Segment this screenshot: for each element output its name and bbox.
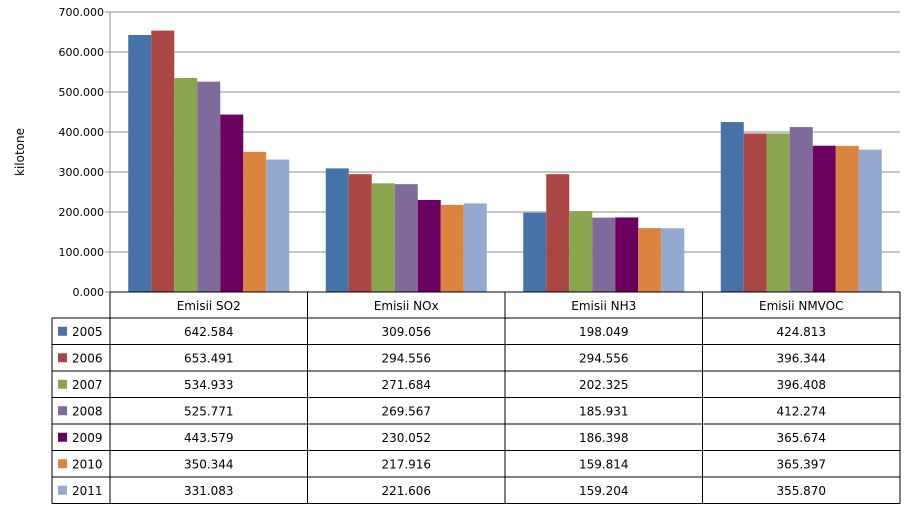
category-label: Emisii NMVOC [759, 299, 844, 313]
bar-2007-2 [569, 211, 593, 292]
bar-2011-3 [858, 149, 882, 292]
bar-2008-2 [592, 217, 616, 292]
bar-2007-3 [766, 133, 790, 292]
data-label: 269.567 [381, 404, 431, 418]
y-tick-label: 300.000 [59, 166, 105, 179]
bar-2008-0 [197, 81, 221, 293]
legend-swatch-2005 [58, 326, 67, 336]
data-label: 185.931 [579, 404, 629, 418]
bar-2009-3 [812, 145, 836, 292]
y-tick-label: 0.000 [73, 286, 105, 299]
data-label: 294.556 [381, 351, 431, 365]
bar-2005-3 [720, 122, 744, 292]
data-label: 396.408 [776, 378, 826, 392]
data-label: 525.771 [184, 404, 234, 418]
legend-label: 2006 [72, 351, 103, 365]
category-label: Emisii SO2 [177, 299, 241, 313]
data-label: 642.584 [184, 325, 234, 339]
y-tick-label: 600.000 [59, 46, 105, 59]
data-label: 424.813 [776, 325, 826, 339]
legend-label: 2011 [72, 484, 103, 498]
data-label: 396.344 [776, 351, 826, 365]
legend-swatch-2007 [58, 379, 67, 389]
bar-2006-1 [348, 174, 372, 292]
bar-2010-3 [835, 145, 859, 292]
bar-2006-3 [743, 133, 767, 292]
data-label: 202.325 [579, 378, 629, 392]
bar-2006-2 [546, 174, 570, 292]
data-label: 294.556 [579, 351, 629, 365]
data-label: 350.344 [184, 457, 234, 471]
category-label: Emisii NH3 [571, 299, 636, 313]
bar-2008-1 [394, 184, 418, 292]
data-label: 309.056 [381, 325, 431, 339]
data-label: 186.398 [579, 431, 629, 445]
legend-swatch-2010 [58, 459, 67, 469]
bar-2011-2 [661, 228, 685, 292]
data-label: 355.870 [776, 484, 826, 498]
data-label: 365.397 [776, 457, 826, 471]
data-label: 271.684 [381, 378, 431, 392]
data-label: 653.491 [184, 351, 234, 365]
bar-2009-2 [615, 217, 639, 292]
bar-2006-0 [151, 30, 175, 292]
category-label: Emisii NOx [374, 299, 439, 313]
data-label: 217.916 [381, 457, 431, 471]
bar-2008-3 [789, 127, 813, 293]
legend-swatch-2006 [58, 353, 67, 363]
data-label: 230.052 [381, 431, 431, 445]
legend-label: 2008 [72, 404, 103, 418]
y-tick-label: 200.000 [59, 206, 105, 219]
bar-2005-1 [325, 168, 349, 292]
y-tick-label: 700.000 [59, 6, 105, 19]
y-tick-label: 100.000 [59, 246, 105, 259]
bar-2011-0 [266, 159, 290, 292]
bar-2005-0 [128, 34, 152, 292]
bar-2010-0 [243, 151, 267, 292]
bar-2009-1 [417, 199, 441, 292]
y-tick-label: 400.000 [59, 126, 105, 139]
data-label: 159.204 [579, 484, 629, 498]
data-label: 443.579 [184, 431, 234, 445]
bar-2007-1 [371, 183, 395, 292]
bar-2009-0 [220, 114, 244, 293]
data-label: 198.049 [579, 325, 629, 339]
data-label: 534.933 [184, 378, 234, 392]
data-label: 331.083 [184, 484, 234, 498]
bar-2010-1 [440, 204, 464, 292]
y-tick-label: 500.000 [59, 86, 105, 99]
legend-swatch-2008 [58, 406, 67, 416]
data-label: 365.674 [776, 431, 826, 445]
legend-label: 2009 [72, 431, 103, 445]
bar-2007-0 [174, 78, 198, 293]
legend-swatch-2011 [58, 485, 67, 495]
data-label: 412.274 [776, 404, 826, 418]
data-label: 221.606 [381, 484, 431, 498]
bar-2010-2 [638, 228, 662, 292]
legend-label: 2010 [72, 457, 103, 471]
bar-2011-1 [463, 203, 487, 292]
y-axis-title: kilotone [13, 128, 27, 176]
bar-2005-2 [523, 212, 547, 292]
legend-label: 2007 [72, 378, 103, 392]
data-label: 159.814 [579, 457, 629, 471]
legend-swatch-2009 [58, 432, 67, 442]
legend-label: 2005 [72, 325, 103, 339]
